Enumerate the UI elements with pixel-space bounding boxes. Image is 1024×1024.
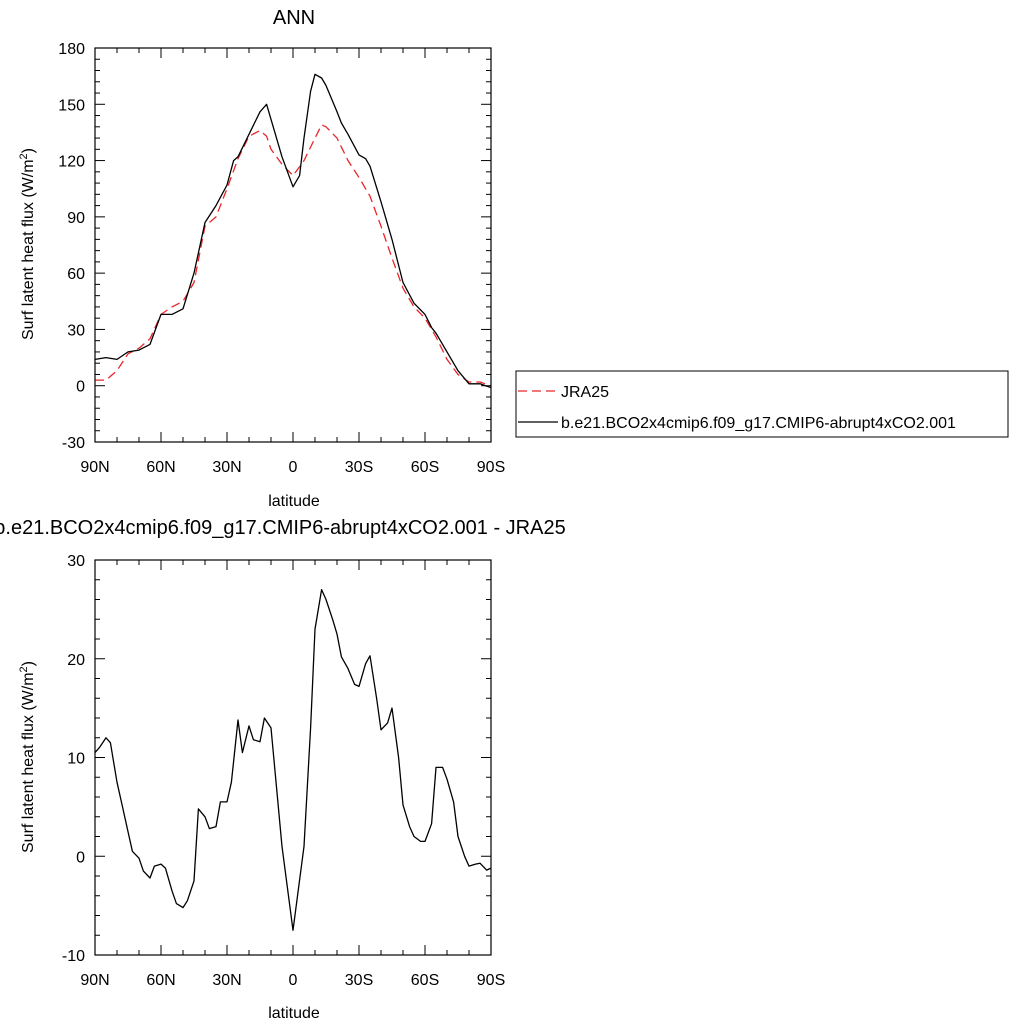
y-tick-label: 90	[67, 210, 85, 227]
y-tick-label: 150	[58, 97, 85, 114]
x-tick-label: 0	[289, 459, 298, 476]
x-tick-label: 60S	[411, 459, 439, 476]
y-tick-label: 30	[67, 553, 85, 570]
x-tick-label: 90N	[80, 459, 109, 476]
y-tick-label: 30	[67, 322, 85, 339]
x-tick-label: 90S	[477, 459, 505, 476]
x-tick-label: 30S	[345, 972, 373, 989]
chart-bottom: b.e21.BCO2x4cmip6.f09_g17.CMIP6-abrupt4x…	[0, 517, 566, 1022]
chart-top-title: ANN	[273, 7, 315, 29]
chart-top-xlabel: latitude	[268, 493, 320, 510]
y-tick-label: 60	[67, 266, 85, 283]
legend-label-jra25: JRA25	[561, 384, 609, 401]
chart-bottom-ylabel: Surf latent heat flux (W/m2)	[18, 661, 37, 853]
chart-top: ANN 90N 60N 30N 0 30S 60S 90S -30 0 30 60 90 120 150 1…	[18, 7, 505, 510]
legend-box	[515, 370, 1009, 438]
x-tick-label: 30S	[345, 459, 373, 476]
chart-bottom-title: b.e21.BCO2x4cmip6.f09_g17.CMIP6-abrupt4x…	[0, 517, 566, 539]
x-tick-label: 30N	[212, 972, 241, 989]
chart-top-lines	[94, 73, 492, 389]
y-tick-label: 120	[58, 154, 85, 171]
y-tick-label: 10	[67, 751, 85, 768]
chart-top-ticks: 90N 60N 30N 0 30S 60S 90S -30 0 30 60 90 120 150 180	[58, 41, 505, 476]
x-tick-label: 90N	[80, 972, 109, 989]
chart-top-frame	[94, 47, 492, 443]
y-tick-label: -10	[62, 948, 85, 965]
chart-bottom-frame	[94, 559, 492, 956]
series-line-1	[94, 73, 492, 389]
x-tick-label: 0	[289, 972, 298, 989]
x-tick-label: 60S	[411, 972, 439, 989]
y-tick-label: 180	[58, 41, 85, 58]
chart-bottom-lines	[94, 588, 492, 931]
y-tick-label: 20	[67, 652, 85, 669]
chart-top-ylabel: Surf latent heat flux (W/m2)	[18, 148, 37, 340]
y-tick-label: 0	[76, 849, 85, 866]
legend-label-model: b.e21.BCO2x4cmip6.f09_g17.CMIP6-abrupt4x…	[561, 415, 956, 432]
x-tick-label: 60N	[146, 972, 175, 989]
x-tick-label: 30N	[212, 459, 241, 476]
chart-bottom-ticks: 90N 60N 30N 0 30S 60S 90S -10 0 10 20 30	[62, 553, 505, 989]
series-line-0	[95, 124, 492, 387]
series-line-0	[94, 588, 492, 931]
y-tick-label: -30	[62, 435, 85, 452]
chart-bottom-xlabel: latitude	[268, 1005, 320, 1022]
x-tick-label: 60N	[146, 459, 175, 476]
x-tick-label: 90S	[477, 972, 505, 989]
chart-top-legend: JRA25 b.e21.BCO2x4cmip6.f09_g17.CMIP6-ab…	[515, 370, 1009, 438]
y-tick-label: 0	[76, 379, 85, 396]
